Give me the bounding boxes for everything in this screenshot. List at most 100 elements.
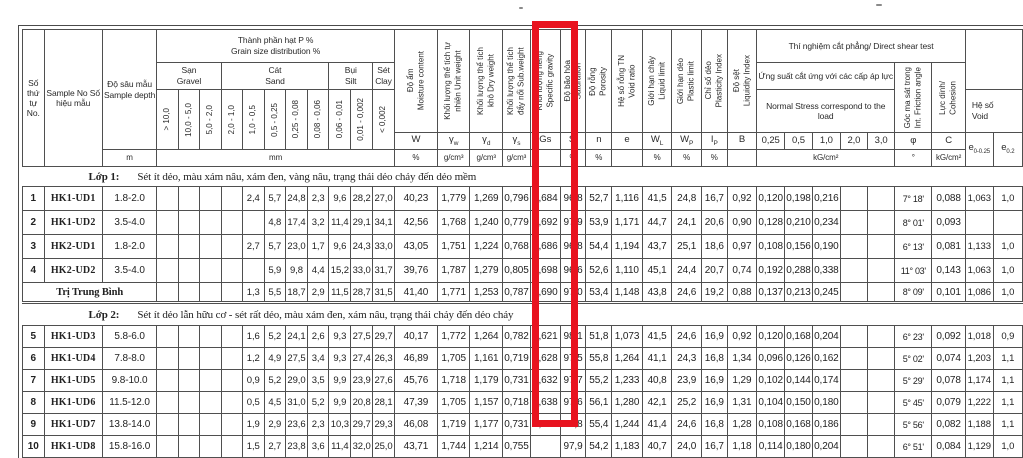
cell-shear-stress <box>866 186 896 211</box>
cell-metric: 41,1 <box>641 347 673 370</box>
cell-grain: 31,5 <box>372 282 395 304</box>
size-range: > 10,0 <box>156 89 179 150</box>
unit: g/cm³ <box>502 149 531 167</box>
cell-grain: 23,0 <box>285 234 308 259</box>
layer-header-row: Lớp 2: Sét ít dẻo lẫn hữu cơ - sét rất dẻ… <box>22 302 1023 326</box>
cell-metric: 1,744 <box>436 435 471 458</box>
cell-metric: 23,9 <box>671 369 702 392</box>
cell-metric: 1,244 <box>611 413 643 436</box>
cell-grain <box>156 435 179 458</box>
cell-grain <box>177 186 201 211</box>
cell-e2: 0,9 <box>992 325 1023 348</box>
cell-metric: 24,0 <box>671 435 702 458</box>
cell-sample-id: HK1-UD2 <box>43 210 103 235</box>
void-group-label: Hệ số Void <box>964 89 1023 133</box>
cell-sample-id: HK2-UD1 <box>43 234 103 259</box>
cell-metric: 1,718 <box>436 369 471 392</box>
cell-grain: 1,3 <box>241 282 265 304</box>
cell-metric: 18,6 <box>700 234 728 259</box>
sample-row: 4 HK2-UD2 3.5-4.0 5,9 9,8 4,4 15,2 33,0 31,7 39,7… <box>22 258 1023 283</box>
cell-grain <box>220 435 243 458</box>
stress-level: 1,0 <box>811 132 841 150</box>
unit <box>611 149 643 167</box>
cell-no: 8 <box>22 391 45 414</box>
cell-metric: 56,1 <box>585 391 613 414</box>
cell-shear-stress <box>866 210 896 235</box>
cell-e1: 1,222 <box>964 391 994 414</box>
cohesion-unit: kG/cm² <box>931 149 966 167</box>
cell-grain: 18,7 <box>285 282 308 304</box>
cell-metric: 55,2 <box>585 369 613 392</box>
cell-grain: 1,6 <box>241 325 265 348</box>
cell-metric: 0,768 <box>502 234 531 259</box>
cell-grain: 33,0 <box>350 258 374 283</box>
cell-friction-angle: 5° 29' <box>894 369 933 392</box>
phi-unit: ° <box>894 149 933 167</box>
cell-grain: 15,2 <box>328 258 352 283</box>
size-range: 2,0 - 1,0 <box>220 89 243 150</box>
cell-grain: 29,0 <box>285 369 308 392</box>
cell-shear-stress <box>839 413 869 436</box>
cell-grain: 0,9 <box>241 369 265 392</box>
cell-metric: 41,5 <box>641 325 673 348</box>
cell-grain <box>199 369 222 392</box>
size-range: 0,25 - 0,08 <box>285 89 308 150</box>
layer-description: Lớp 1: Sét ít dẻo, màu xám nâu, xám đen, … <box>22 166 1023 187</box>
average-label: Trị Trung Bình <box>21 282 158 304</box>
cell-grain <box>199 325 222 348</box>
cell-metric: 55,8 <box>585 347 613 370</box>
cell-e2: 1,0 <box>992 282 1023 304</box>
sym-B: B <box>726 132 758 150</box>
unit <box>529 149 561 167</box>
cell-e1: 1,188 <box>964 413 994 436</box>
cell-metric: 19,2 <box>700 282 728 304</box>
shear-stress-label-vi: Ứng suất cắt ứng với các cấp áp lực <box>756 62 896 90</box>
cell-friction-angle: 8° 01' <box>894 210 933 235</box>
cell-grain <box>199 435 222 458</box>
cell-no: 4 <box>22 258 45 283</box>
cell-shear-stress: 0,120 <box>756 186 786 211</box>
cell-metric: 45,1 <box>641 258 673 283</box>
cell-e2 <box>992 210 1023 235</box>
cell-sample-id: HK1-UD4 <box>43 347 103 370</box>
cell-grain <box>220 413 243 436</box>
sample-row: 5 HK1-UD3 5.8-6.0 1,6 5,2 24,1 2,6 9,3 27,5 29,7 4… <box>22 325 1023 348</box>
col-header-saturation: Độ bão hòa Saturation <box>559 29 587 133</box>
cell-shear-stress <box>839 210 869 235</box>
unit: g/cm³ <box>469 149 504 167</box>
cell-grain <box>241 210 265 235</box>
grain-unit: mm <box>156 149 395 167</box>
cell-grain: 11,4 <box>328 210 352 235</box>
cell-grain <box>156 347 179 370</box>
scan-artifact <box>876 4 882 6</box>
cell-no: 2 <box>22 210 45 235</box>
cell-metric: 97,8 <box>559 413 587 436</box>
void-group-empty <box>964 29 1023 90</box>
cell-cohesion: 0,081 <box>931 234 966 259</box>
cell-metric: 41,4 <box>641 413 673 436</box>
col-header-dry-weight: Khối lượng thể tích khô Dry weight <box>469 29 504 133</box>
cell-grain: 1,9 <box>241 413 265 436</box>
cell-depth: 5.8-6.0 <box>101 325 158 348</box>
layer-header-row: Lớp 1: Sét ít dẻo, màu xám nâu, xám đen, … <box>22 166 1023 187</box>
cell-grain: 9,8 <box>285 258 308 283</box>
sym-Gs: Gs <box>529 132 561 150</box>
cell-shear-stress <box>839 186 869 211</box>
cell-grain: 2,7 <box>263 435 287 458</box>
cell-grain <box>156 369 179 392</box>
cell-metric: 2,698 <box>529 258 561 283</box>
cell-metric: 16,8 <box>700 413 728 436</box>
cell-grain <box>177 435 201 458</box>
cell-metric: 1,705 <box>436 391 471 414</box>
col-header-cohesion: Lực dính/Cohesion <box>931 62 966 133</box>
cell-metric: 1,768 <box>436 210 471 235</box>
cell-grain <box>220 186 243 211</box>
cell-metric: 1,34 <box>726 347 758 370</box>
cell-cohesion: 0,092 <box>931 325 966 348</box>
cell-grain: 9,3 <box>328 325 352 348</box>
cell-grain: 5,5 <box>263 282 287 304</box>
shear-unit: kG/cm² <box>756 149 896 167</box>
cell-depth: 1.8-2.0 <box>101 234 158 259</box>
sample-row: 3 HK2-UD1 1.8-2.0 2,7 5,7 23,0 1,7 9,6 24,3 33,0 4… <box>22 234 1023 259</box>
cell-friction-angle: 5° 56' <box>894 413 933 436</box>
